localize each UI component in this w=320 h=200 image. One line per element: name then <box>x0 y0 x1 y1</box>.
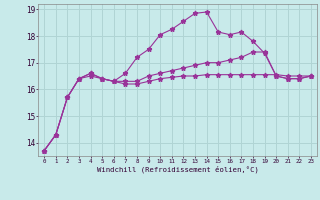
X-axis label: Windchill (Refroidissement éolien,°C): Windchill (Refroidissement éolien,°C) <box>97 166 259 173</box>
